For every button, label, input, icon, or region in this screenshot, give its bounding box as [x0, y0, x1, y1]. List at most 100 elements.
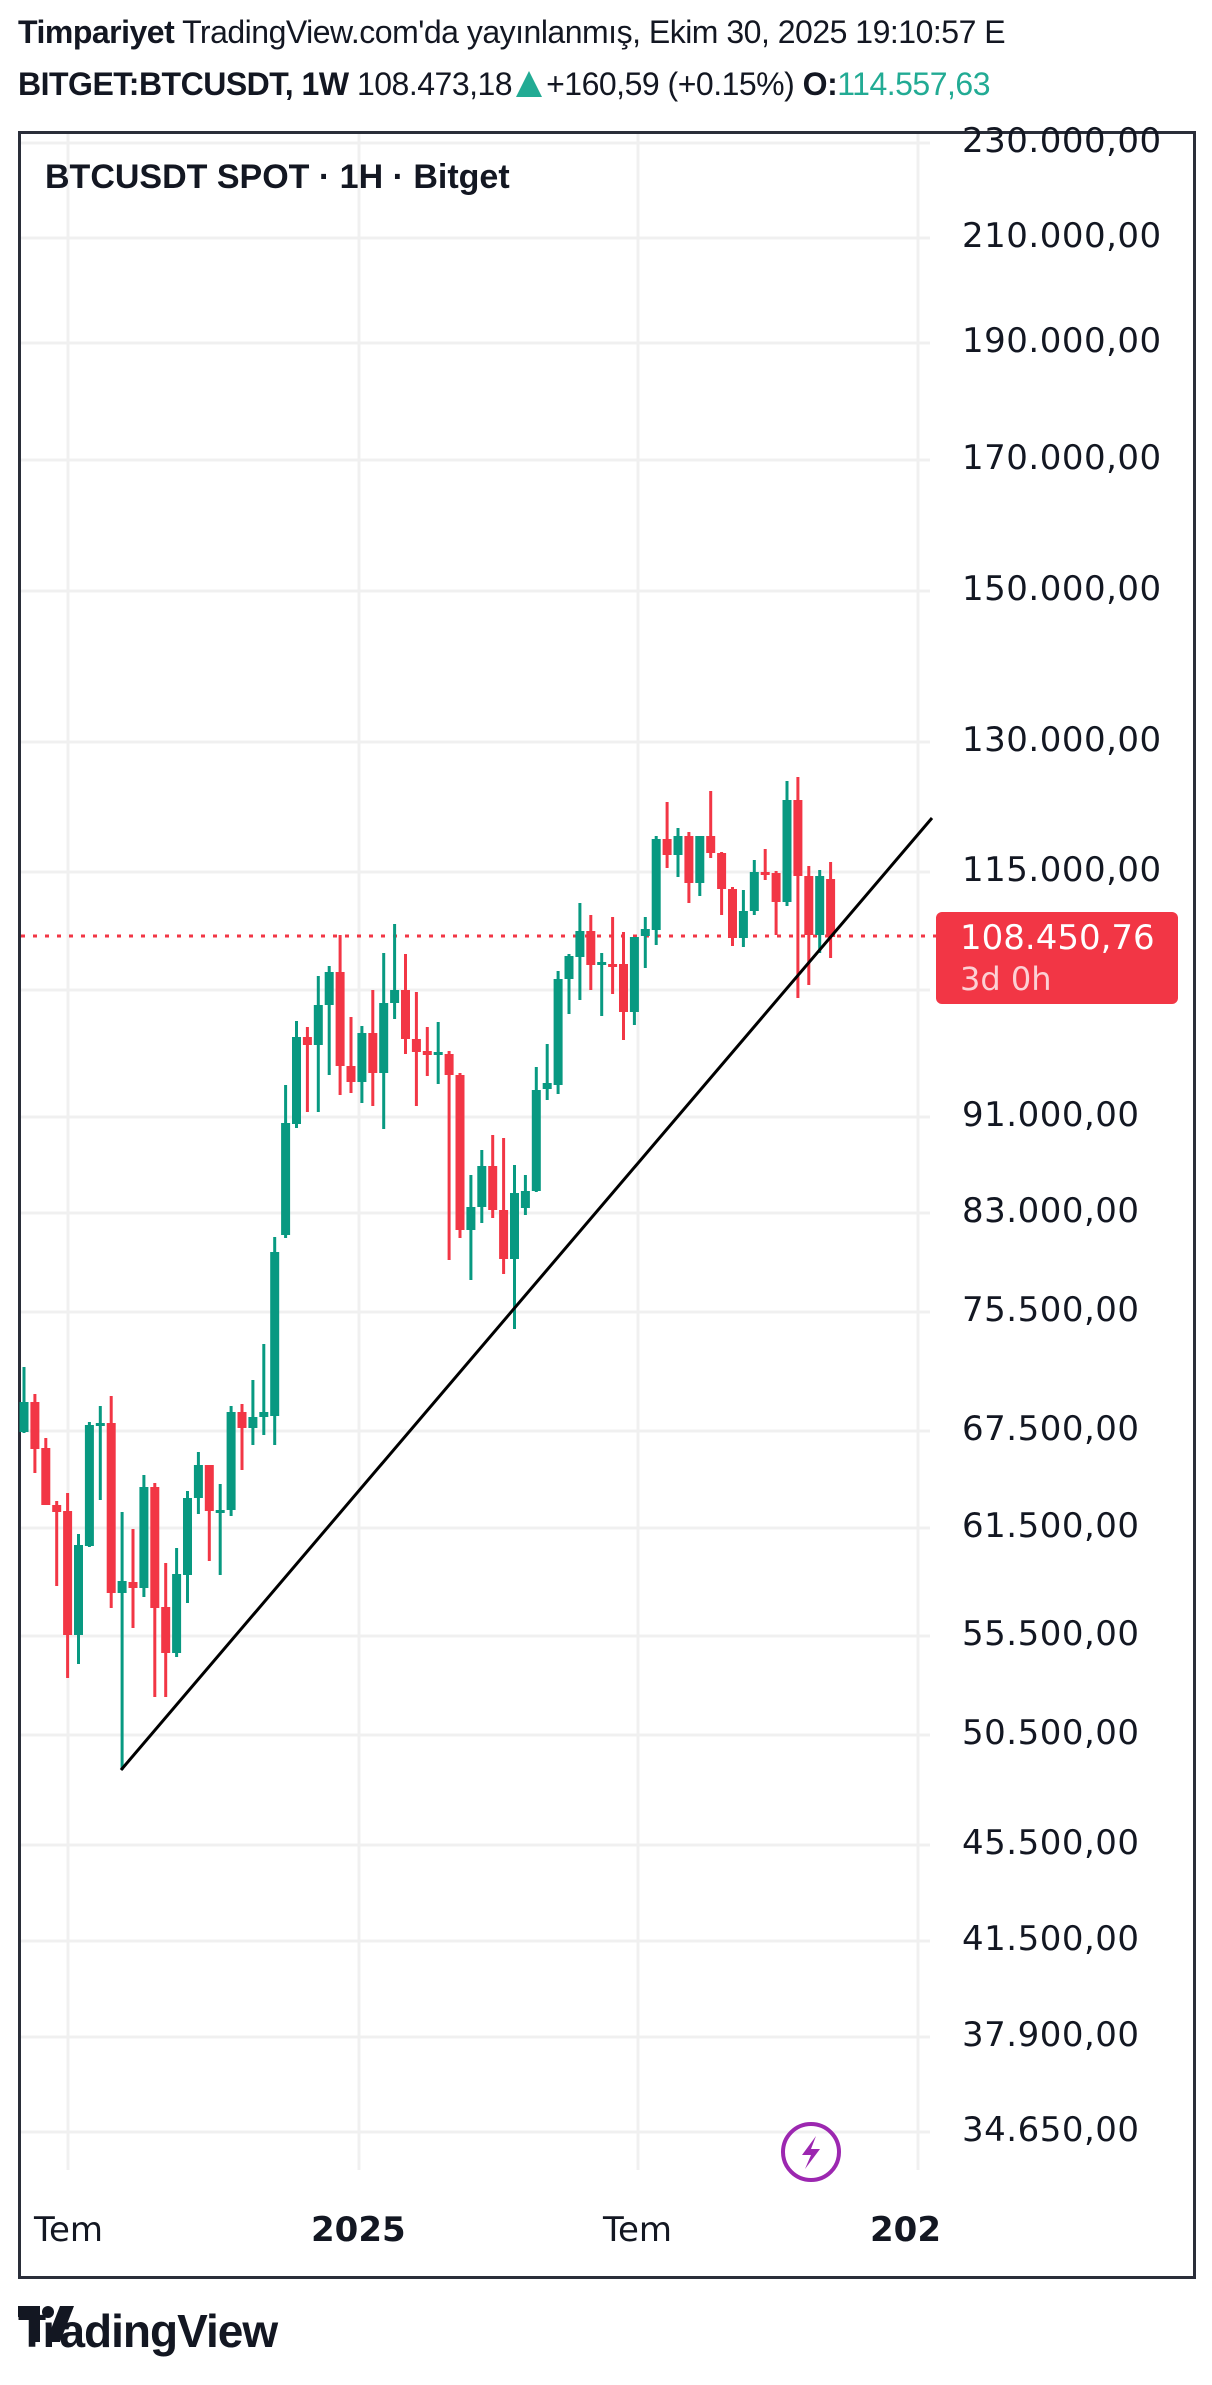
time-axis-label: Tem	[603, 2210, 673, 2250]
candle-down	[204, 1465, 214, 1511]
price-axis-label: 190.000,00	[962, 321, 1162, 361]
last-price-tag: 108.450,76 3d 0h	[936, 912, 1178, 1004]
tradingview-logo[interactable]: TradingView	[18, 2305, 278, 2357]
candle-down	[150, 1487, 160, 1608]
time-axis-label: Tem	[34, 2210, 104, 2250]
candle-up	[466, 1207, 476, 1230]
candle-up	[215, 1510, 225, 1513]
candle-down	[662, 839, 672, 855]
time-axis-label: 2025	[311, 2210, 406, 2250]
last-price-tag-value: 108.450,76	[960, 918, 1155, 958]
symbol-info: BITGET:BTCUSDT, 1W 108.473,18 +160,59 (+0…	[18, 66, 990, 103]
candle-up	[597, 962, 607, 965]
candle-down	[728, 889, 737, 938]
candle-up	[651, 839, 661, 930]
candle-down	[128, 1582, 138, 1588]
chart-frame[interactable]	[18, 131, 1196, 2279]
candle-up	[324, 972, 334, 1005]
candle-up	[313, 1005, 323, 1045]
candle-down	[499, 1210, 509, 1259]
price-change: +160,59 (+0.15%)	[546, 66, 795, 102]
tv-logo-icon	[18, 2306, 74, 2342]
candle-down	[346, 1066, 356, 1082]
candle-down	[41, 1448, 51, 1505]
author-name[interactable]: Timpariyet	[18, 14, 175, 50]
candle-down	[793, 800, 803, 876]
price-axis-label: 45.500,00	[962, 1823, 1140, 1863]
lightning-icon[interactable]	[780, 2121, 842, 2183]
candle-down	[422, 1051, 432, 1055]
price-axis-label: 130.000,00	[962, 720, 1162, 760]
price-axis-label: 210.000,00	[962, 216, 1162, 256]
candle-up	[738, 911, 748, 938]
candle-up	[292, 1037, 301, 1124]
candle-up	[749, 872, 759, 911]
candle-up	[695, 836, 705, 883]
candle-up	[95, 1423, 105, 1426]
candle-up	[357, 1033, 367, 1082]
candle-up	[520, 1191, 530, 1208]
candle-up	[564, 956, 574, 979]
candle-up	[629, 937, 639, 1012]
candle-up	[84, 1425, 94, 1546]
candle-down	[52, 1505, 62, 1512]
open-label: O:	[802, 66, 838, 102]
candle-down	[455, 1075, 465, 1230]
bar-countdown: 3d 0h	[960, 960, 1052, 998]
candle-up	[172, 1574, 182, 1653]
candle-up	[477, 1166, 487, 1207]
candle-down	[771, 873, 781, 902]
price-axis-label: 115.000,00	[962, 850, 1162, 890]
candle-down	[684, 836, 694, 883]
price-axis-label: 83.000,00	[962, 1191, 1140, 1231]
price-axis-label: 67.500,00	[962, 1409, 1140, 1449]
candle-up	[510, 1193, 519, 1259]
candle-down	[411, 1039, 421, 1052]
candle-down	[488, 1166, 498, 1210]
price-axis-label: 75.500,00	[962, 1290, 1140, 1330]
symbol-label: BITGET:BTCUSDT, 1W	[18, 66, 349, 102]
candle-down	[106, 1423, 116, 1593]
candle-up	[117, 1581, 127, 1593]
candle-down	[826, 879, 836, 937]
candle-up	[19, 1402, 29, 1432]
candle-up	[815, 876, 825, 935]
candle-down	[335, 972, 345, 1066]
publish-info: Timpariyet TradingView.com'da yayınlanmı…	[18, 14, 1006, 51]
candle-up	[575, 931, 585, 957]
candle-up	[379, 1003, 389, 1073]
candle-down	[444, 1054, 454, 1075]
candle-up	[553, 979, 563, 1085]
candle-up	[226, 1412, 236, 1510]
published-text: TradingView.com'da yayınlanmış, Ekim 30,…	[182, 14, 1006, 50]
candle-up	[640, 929, 650, 936]
candle-down	[63, 1511, 73, 1635]
candle-down	[619, 964, 628, 1012]
candle-down	[717, 853, 727, 889]
candle-down	[401, 990, 410, 1039]
candle-up	[74, 1545, 83, 1635]
candle-up	[390, 990, 400, 1003]
candle-down	[237, 1412, 247, 1428]
price-axis-label: 55.500,00	[962, 1614, 1140, 1654]
chart-legend: BTCUSDT SPOT · 1H · Bitget	[45, 158, 510, 196]
time-axis-label: 202	[870, 2210, 941, 2250]
trendline[interactable]	[119, 817, 934, 1771]
candle-up	[270, 1252, 280, 1416]
price-axis-label: 170.000,00	[962, 438, 1162, 478]
price-axis-label: 37.900,00	[962, 2015, 1140, 2055]
up-triangle-icon	[516, 71, 543, 97]
price-axis-label: 150.000,00	[962, 569, 1162, 609]
candle-down	[302, 1037, 312, 1045]
price-axis-label: 34.650,00	[962, 2110, 1140, 2150]
candle-down	[586, 931, 596, 965]
candle-up	[193, 1465, 203, 1498]
candle-down	[706, 836, 716, 853]
last-price: 108.473,18	[356, 66, 513, 102]
price-axis-label: 61.500,00	[962, 1506, 1140, 1546]
candle-up	[542, 1083, 552, 1089]
candle-up	[433, 1052, 443, 1055]
candle-down	[368, 1033, 378, 1073]
candle-up	[782, 800, 792, 902]
